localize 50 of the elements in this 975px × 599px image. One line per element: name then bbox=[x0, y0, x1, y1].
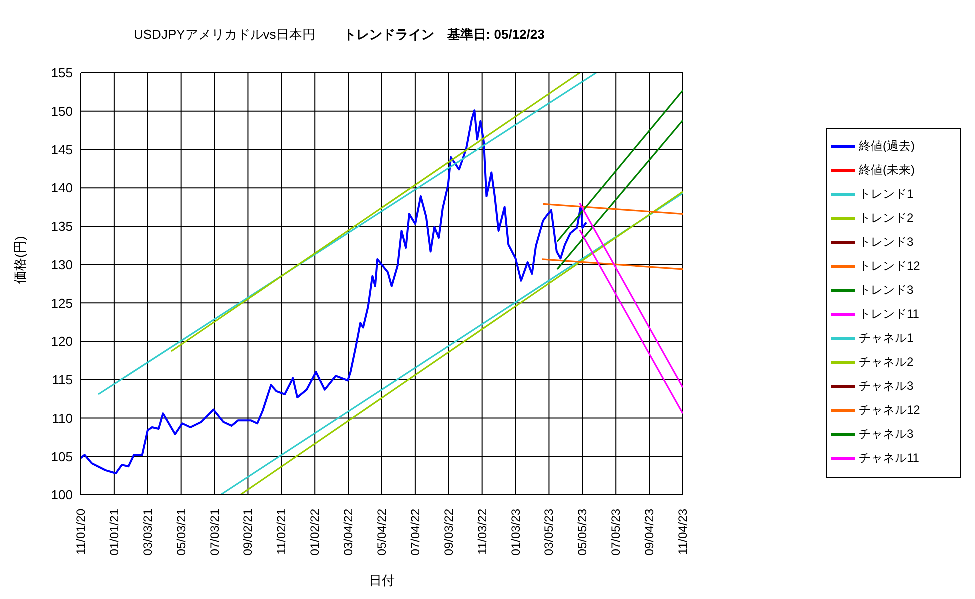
x-axis-title: 日付 bbox=[369, 573, 395, 588]
y-tick-label: 135 bbox=[51, 219, 73, 234]
legend-label: 終値(未来) bbox=[859, 163, 915, 178]
x-tick-label: 05/05/23 bbox=[576, 508, 590, 556]
legend-label: トレンド12 bbox=[859, 259, 920, 274]
x-tick-label: 01/01/21 bbox=[107, 508, 122, 556]
x-tick-label: 07/05/23 bbox=[609, 508, 624, 556]
y-tick-label: 120 bbox=[51, 334, 73, 350]
y-tick-label: 130 bbox=[51, 257, 73, 272]
x-tick-label: 11/04/23 bbox=[676, 508, 690, 555]
legend-label: トレンド3 bbox=[859, 283, 914, 298]
x-tick-label: 09/02/21 bbox=[241, 508, 256, 556]
x-tick-label: 09/04/23 bbox=[642, 508, 657, 556]
x-tick-label: 05/04/22 bbox=[375, 508, 389, 556]
x-tick-label: 05/03/21 bbox=[174, 508, 188, 556]
legend-label: チャネル11 bbox=[859, 451, 920, 466]
legend-label: チャネル12 bbox=[859, 403, 920, 418]
legend-label: チャネル1 bbox=[859, 331, 914, 346]
x-tick-label: 03/04/22 bbox=[342, 508, 356, 556]
y-tick-label: 150 bbox=[51, 104, 73, 119]
y-axis-title: 価格(円) bbox=[12, 236, 28, 284]
x-tick-label: 03/03/21 bbox=[140, 508, 155, 556]
x-tick-label: 11/02/21 bbox=[274, 508, 289, 555]
x-tick-label: 03/05/23 bbox=[542, 508, 556, 556]
legend-label: トレンド3 bbox=[859, 235, 914, 250]
y-tick-label: 105 bbox=[51, 449, 73, 464]
legend-label: トレンド1 bbox=[859, 187, 914, 202]
x-tick-label: 11/03/22 bbox=[475, 508, 490, 555]
y-tick-label: 145 bbox=[51, 142, 73, 158]
legend-label: チャネル3 bbox=[859, 379, 914, 394]
x-tick-label: 07/04/22 bbox=[408, 508, 422, 556]
y-tick-label: 125 bbox=[51, 296, 73, 311]
x-tick-label: 07/03/21 bbox=[208, 508, 222, 556]
y-tick-label: 155 bbox=[51, 66, 73, 81]
legend-label: チャネル2 bbox=[859, 355, 914, 370]
legend-label: トレンド11 bbox=[859, 307, 920, 322]
legend-label: トレンド2 bbox=[859, 211, 914, 226]
x-tick-label: 09/03/22 bbox=[442, 508, 456, 556]
y-tick-label: 100 bbox=[51, 488, 73, 503]
y-tick-label: 115 bbox=[52, 372, 73, 388]
y-tick-label: 110 bbox=[52, 410, 73, 426]
y-tick-label: 140 bbox=[51, 180, 73, 196]
legend-label: 終値(過去) bbox=[859, 139, 915, 154]
chart-title: USDJPYアメリカドルvs日本円 bbox=[134, 27, 316, 42]
chart-subtitle: トレンドライン 基準日: 05/12/23 bbox=[343, 27, 545, 42]
x-tick-label: 01/03/23 bbox=[508, 508, 523, 556]
x-tick-label: 11/01/20 bbox=[74, 508, 88, 555]
x-tick-label: 01/02/22 bbox=[308, 508, 322, 556]
line-series bbox=[81, 110, 588, 475]
legend-label: チャネル3 bbox=[859, 427, 914, 442]
